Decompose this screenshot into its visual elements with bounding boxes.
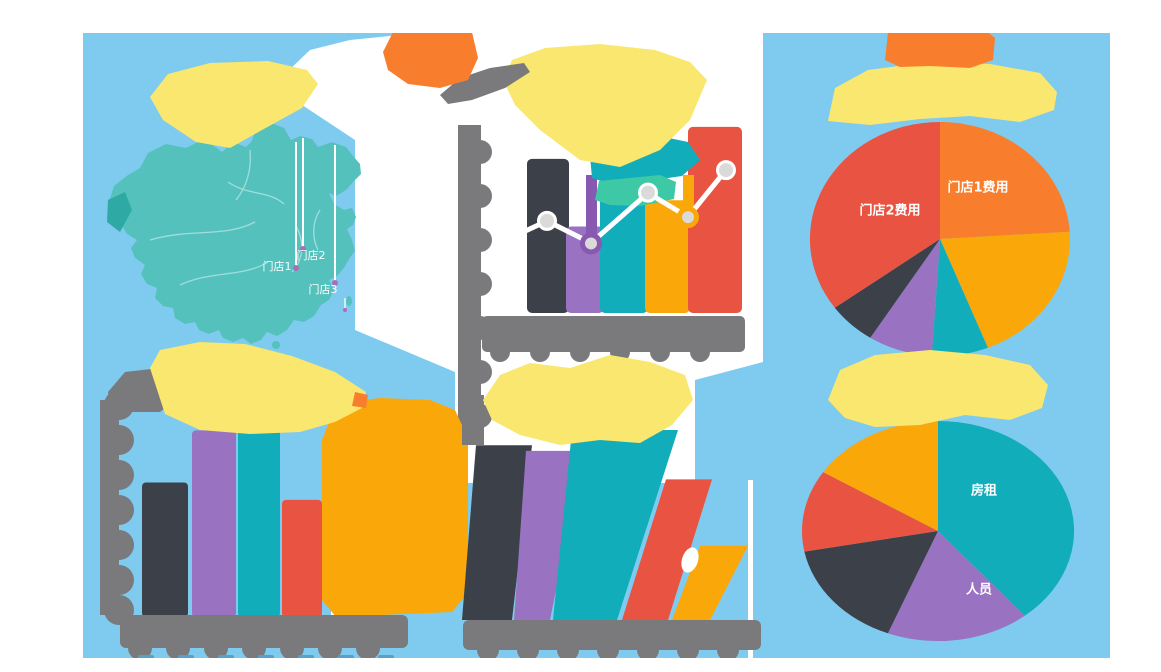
line-marker [638, 182, 658, 203]
margin-left [0, 0, 83, 672]
axis-scallop [204, 636, 228, 660]
combo-chart [458, 125, 745, 445]
axis-scallop [690, 342, 710, 362]
combo-bar [527, 158, 569, 313]
china-map [107, 124, 361, 349]
bar [238, 426, 280, 617]
axis-scallop [104, 460, 134, 490]
barleft-orange-tip [352, 392, 368, 408]
axis-scallop [104, 495, 134, 525]
axis-scallop [637, 639, 659, 661]
axis-scallop [468, 360, 492, 384]
slanted-bar-chart [462, 395, 761, 663]
amber-connector [683, 175, 694, 221]
map-title-blob [150, 61, 318, 148]
pie-slice [931, 239, 988, 357]
slant-axis-stub [462, 395, 484, 445]
slant-title-blob [483, 355, 693, 445]
margin-right [1110, 0, 1161, 672]
hainan-island [272, 341, 280, 349]
pie2-title-blob [828, 350, 1048, 427]
combo-line-series [492, 160, 736, 255]
combo-bar [645, 200, 690, 313]
bar-chart-left [100, 368, 468, 660]
axis-scallop [530, 342, 550, 362]
axis-scallop [104, 530, 134, 560]
logo-blob-center [383, 18, 478, 88]
axis-scallop [490, 342, 510, 362]
combo-x-axis-scallops [490, 342, 710, 362]
taiwan-island [346, 296, 352, 306]
axis-scallop [477, 639, 499, 661]
pie-slice [940, 122, 1070, 239]
combo-title-blob [503, 44, 707, 167]
line-marker [677, 206, 699, 229]
pie-slice [823, 421, 938, 531]
pie-slice [809, 121, 940, 308]
margin-bottom [0, 658, 1161, 672]
slanted-bar [672, 545, 748, 620]
pie1-title-blob [828, 62, 1057, 125]
axis-scallop [517, 639, 539, 661]
line-marker [716, 160, 736, 181]
store-expense-pie [809, 121, 1070, 357]
pie-slice [834, 239, 940, 338]
slant-x-axis-scallops [477, 639, 739, 661]
slant-bars [462, 430, 748, 620]
line-marker [537, 210, 557, 231]
axis-scallop [717, 639, 739, 661]
slant-highlight [681, 547, 699, 573]
axis-scallop [104, 565, 134, 595]
axis-scallop [318, 636, 342, 660]
axis-scallop [242, 636, 266, 660]
axis-scallop [557, 639, 579, 661]
map-marker-dots [293, 246, 347, 312]
barleft-y-axis-scallops [104, 390, 134, 625]
axis-scallop [104, 425, 134, 455]
axis-scallop [468, 272, 492, 296]
gray-swoosh [440, 63, 530, 104]
axis-scallop [468, 184, 492, 208]
pie-slice [940, 231, 1070, 348]
china-outline [108, 124, 361, 344]
axis-scallop [280, 636, 304, 660]
axis-scallop [166, 636, 190, 660]
pie-slice [887, 531, 1025, 642]
bar [282, 499, 322, 617]
slanted-bar [622, 479, 712, 620]
barleft-x-axis-scallops [128, 636, 380, 660]
slanted-bar [462, 445, 532, 620]
combo-x-axis-labels [482, 316, 745, 352]
barleft-title-blob [150, 342, 366, 434]
pie-slice [938, 421, 1075, 616]
slanted-bar [553, 430, 678, 620]
expense-category-pie [802, 421, 1075, 642]
axis-scallop [570, 342, 590, 362]
pie-slice [870, 239, 940, 356]
axis-scallop [468, 140, 492, 164]
purple-connector [586, 175, 597, 247]
axis-scallop [597, 639, 619, 661]
axis-scallop [468, 228, 492, 252]
bar-amber-wide [322, 398, 468, 617]
axis-scallop [677, 639, 699, 661]
bar [192, 430, 236, 617]
pie-slice [802, 472, 938, 552]
map-shade-west [107, 192, 132, 232]
axis-scallop [104, 390, 134, 420]
panel-gutter-right [748, 480, 753, 658]
line-marker [580, 232, 602, 255]
axis-scallop [356, 636, 380, 660]
axis-scallop [650, 342, 670, 362]
pie-slice [804, 531, 938, 634]
bar [142, 482, 188, 617]
axis-scallop [128, 636, 152, 660]
margin-top [0, 0, 1161, 33]
barleft-bars [142, 426, 322, 617]
